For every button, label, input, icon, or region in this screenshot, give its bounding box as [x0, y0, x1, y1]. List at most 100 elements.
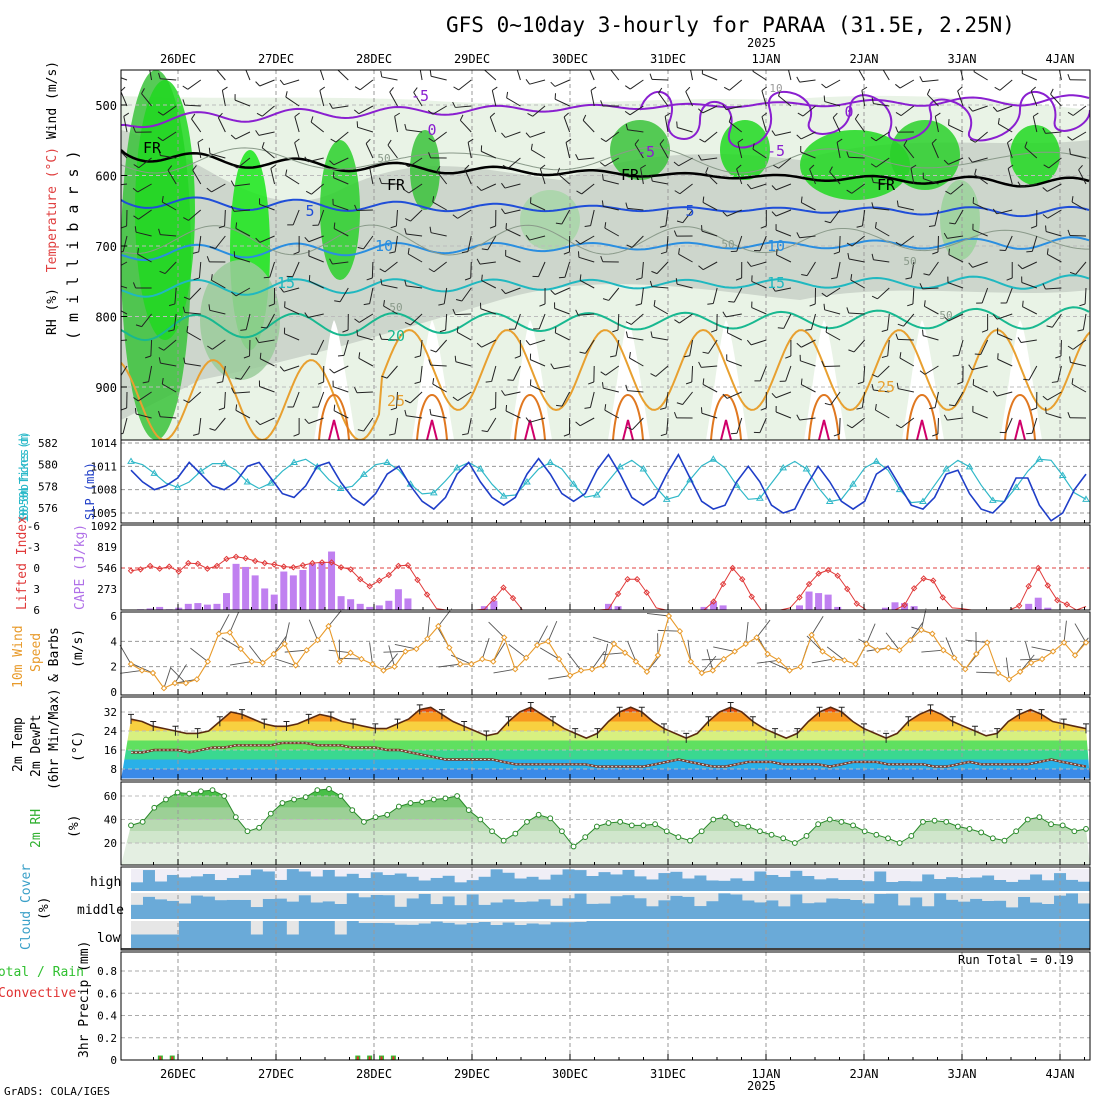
rh2m-point — [512, 830, 519, 837]
cloud-cell-clear — [454, 893, 468, 906]
wind-barb-shaft — [470, 261, 472, 279]
cloud-cell-clear — [502, 893, 516, 900]
wind-barb-flag — [910, 164, 917, 169]
cloud-cell-clear — [358, 893, 372, 898]
wind-barb-flag — [919, 283, 923, 290]
wind-barb-flag — [310, 116, 314, 123]
rh2m-point — [349, 807, 356, 813]
thickness-point — [1082, 495, 1090, 502]
wind-barb-shaft — [487, 417, 497, 432]
bottom-date-labels: 26DEC 27DEC 28DEC 29DEC 30DEC 31DEC 1JAN 2JAN 3J… — [160, 1067, 1075, 1081]
wind10m-point — [1060, 639, 1068, 646]
cape-bar — [719, 605, 727, 610]
wind-barb-flag — [244, 61, 248, 65]
cloud-cell-clear — [706, 893, 719, 902]
year-label-bottom: 2025 — [747, 1079, 776, 1093]
wind-barb-shaft — [406, 415, 423, 419]
wind-barb-flag — [525, 339, 531, 346]
cloud-cell — [622, 895, 635, 919]
rh2m-point — [430, 796, 437, 803]
wind-barb-flag — [702, 351, 709, 354]
date-label-top-29DEC: 29DEC — [454, 52, 490, 66]
wind-barb-flag — [255, 337, 260, 343]
wind10m-barb — [713, 646, 735, 652]
cloud-cell-clear — [538, 921, 552, 925]
wind-barb-flag — [659, 225, 666, 228]
cloud-cell-clear — [538, 869, 552, 880]
rh2m-point — [442, 795, 449, 802]
wind-barb-flag — [467, 138, 474, 143]
wind-barb-shaft — [467, 235, 472, 252]
cloud-cell — [898, 905, 911, 919]
li-point — [328, 559, 335, 566]
wind10m-point — [248, 658, 255, 665]
wind-barb-flag — [222, 86, 228, 91]
rh-blob — [520, 190, 580, 250]
cloud-cell — [334, 903, 348, 919]
wind-barb-flag — [673, 230, 678, 237]
wind-barb-shaft — [259, 235, 275, 243]
cloud-cell-clear — [478, 893, 492, 905]
wind-barb-flag — [462, 433, 469, 436]
wind-barb-shaft — [259, 203, 275, 211]
wind-barb-flag — [825, 326, 828, 333]
wind-barb-shaft — [216, 70, 226, 81]
wind-barb-shaft — [1072, 131, 1087, 141]
wind-barb-shaft — [830, 209, 841, 224]
cloud-cell — [226, 877, 240, 891]
cloud-cell — [562, 869, 576, 891]
rh-blob — [800, 130, 910, 200]
wind-barb-shaft — [882, 70, 890, 81]
pressure-tick-500: 500 — [95, 99, 117, 113]
wind-barb-flag — [626, 244, 633, 248]
rh2m-point — [1071, 828, 1078, 835]
wind-barb-shaft — [877, 365, 890, 378]
wind-barb-flag — [121, 251, 124, 253]
cloud-cell-clear — [202, 893, 216, 897]
wind-barb-shaft — [211, 183, 226, 193]
rh-shading — [121, 70, 1090, 440]
cloud-cell — [502, 872, 516, 891]
wind-barb-shaft — [394, 116, 398, 133]
cloud-row-low: low — [97, 931, 121, 946]
wind-barb-flag — [319, 86, 326, 91]
wind-barb-flag — [525, 234, 530, 241]
wind-barb-flag — [582, 114, 587, 121]
wind-barb-flag — [949, 222, 956, 225]
cape-bar — [910, 606, 918, 610]
wind-barb-shaft — [316, 339, 325, 355]
wind-barb-flag — [133, 397, 139, 402]
wind-barb-shaft — [369, 287, 374, 304]
wind-barb-shaft — [410, 391, 423, 404]
wind-barb-shaft — [122, 417, 128, 434]
wind10m-barb — [308, 619, 319, 641]
wind-barb-shaft — [339, 287, 349, 303]
cloud-cell — [922, 906, 935, 919]
wind-barb-flag — [279, 79, 285, 86]
wind10m-barb — [627, 641, 637, 662]
li-point — [910, 585, 918, 592]
li-point — [232, 553, 240, 561]
cloud-cell-clear — [370, 921, 384, 923]
wind-barb-flag — [216, 381, 223, 384]
cloud-cell-clear — [418, 921, 432, 924]
cape-bar — [261, 588, 269, 610]
cloud-cell — [274, 921, 288, 948]
cloud-cell — [382, 895, 396, 919]
pressure-tick-600: 600 — [95, 170, 117, 184]
wind-barb-flag — [846, 189, 852, 194]
wind-barb-flag — [928, 225, 936, 228]
wind-barb-shaft — [778, 157, 792, 169]
li-point — [194, 560, 202, 568]
wind-barb-flag — [685, 86, 691, 92]
wind-barb-flag — [601, 382, 604, 389]
wind-barb-flag — [861, 86, 868, 91]
li-point — [509, 594, 517, 602]
wind-barb-flag — [796, 414, 801, 421]
wind-barb-shaft — [1020, 339, 1037, 344]
thickness-point — [709, 455, 718, 462]
cloud-cell-clear — [286, 921, 300, 935]
rh-band — [121, 843, 1090, 865]
rh2m-point — [454, 793, 460, 799]
cloud-cell-clear — [766, 869, 779, 875]
